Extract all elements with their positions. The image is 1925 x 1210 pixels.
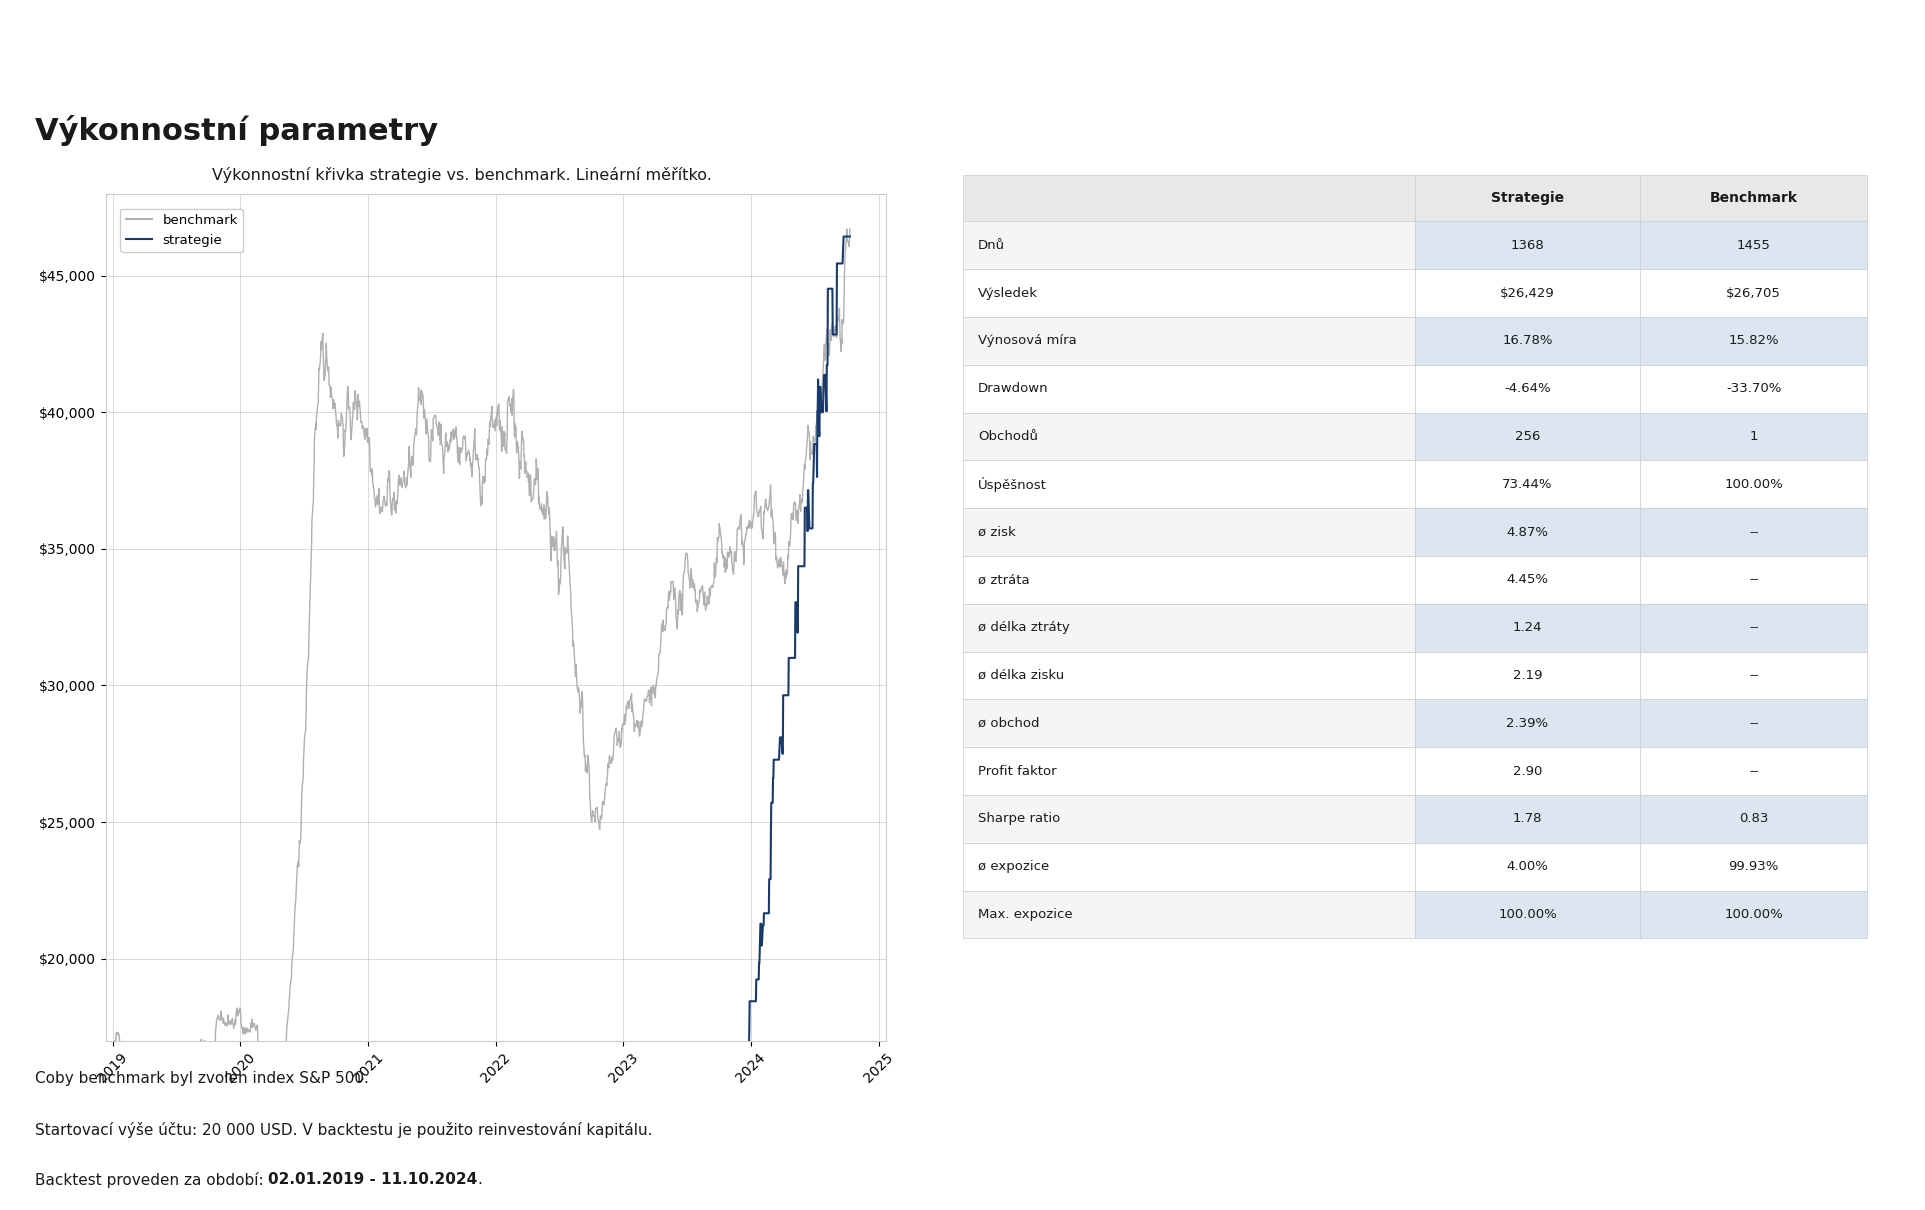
Text: 02.01.2019 - 11.10.2024: 02.01.2019 - 11.10.2024: [268, 1172, 477, 1187]
Text: ø obchod: ø obchod: [978, 716, 1040, 730]
Text: Benchmark: Benchmark: [1709, 191, 1798, 206]
Text: --: --: [1750, 574, 1758, 587]
Text: ø expozice: ø expozice: [978, 860, 1049, 874]
Text: $26,429: $26,429: [1500, 287, 1555, 300]
Text: Výsledek: Výsledek: [978, 287, 1038, 300]
Text: --: --: [1750, 765, 1758, 778]
Text: 1368: 1368: [1511, 238, 1544, 252]
Text: $26,705: $26,705: [1727, 287, 1781, 300]
Text: 4.00%: 4.00%: [1507, 860, 1548, 874]
Text: 100.00%: 100.00%: [1725, 908, 1783, 921]
Text: 99.93%: 99.93%: [1729, 860, 1779, 874]
Text: 15.82%: 15.82%: [1729, 334, 1779, 347]
Text: Startovací výše účtu: 20 000 USD. V backtestu je použito reinvestování kapitálu.: Startovací výše účtu: 20 000 USD. V back…: [35, 1122, 653, 1137]
Text: --: --: [1750, 669, 1758, 682]
Text: 2.39%: 2.39%: [1507, 716, 1548, 730]
Text: 2.19: 2.19: [1513, 669, 1542, 682]
Text: 1.24: 1.24: [1513, 621, 1542, 634]
Text: Výkonnostní křivka strategie vs. benchmark. Lineární měřítko.: Výkonnostní křivka strategie vs. benchma…: [212, 167, 712, 183]
Text: ø zisk: ø zisk: [978, 525, 1016, 538]
Text: ø délka ztráty: ø délka ztráty: [978, 621, 1070, 634]
Text: 4.45%: 4.45%: [1507, 574, 1548, 587]
Text: Profit faktor: Profit faktor: [978, 765, 1057, 778]
Text: 16.78%: 16.78%: [1502, 334, 1553, 347]
Text: 1.78: 1.78: [1513, 812, 1542, 825]
Text: Max. expozice: Max. expozice: [978, 908, 1072, 921]
Text: Coby benchmark byl zvolen index S&P 500.: Coby benchmark byl zvolen index S&P 500.: [35, 1071, 368, 1085]
Text: Drawdown: Drawdown: [978, 382, 1049, 396]
Text: -33.70%: -33.70%: [1727, 382, 1781, 396]
Text: Výnosová míra: Výnosová míra: [978, 334, 1076, 347]
Text: 1455: 1455: [1736, 238, 1771, 252]
Text: Sharpe ratio: Sharpe ratio: [978, 812, 1061, 825]
Text: Dnů: Dnů: [978, 238, 1005, 252]
Text: 256: 256: [1515, 430, 1540, 443]
Text: 4.87%: 4.87%: [1507, 525, 1548, 538]
Text: Strategie: Strategie: [1492, 191, 1563, 206]
Text: --: --: [1750, 525, 1758, 538]
Text: 100.00%: 100.00%: [1498, 908, 1557, 921]
Text: ø délka zisku: ø délka zisku: [978, 669, 1065, 682]
Text: Backtest proveden za období:: Backtest proveden za období:: [35, 1172, 268, 1188]
Text: 2.90: 2.90: [1513, 765, 1542, 778]
Text: Obchodů: Obchodů: [978, 430, 1038, 443]
Text: 73.44%: 73.44%: [1502, 478, 1553, 491]
Text: Výkonnostní parametry: Výkonnostní parametry: [35, 115, 437, 146]
Text: 100.00%: 100.00%: [1725, 478, 1783, 491]
Text: .: .: [477, 1172, 483, 1187]
Text: Úspěšnost: Úspěšnost: [978, 477, 1047, 491]
Text: 0.83: 0.83: [1738, 812, 1769, 825]
Text: ø ztráta: ø ztráta: [978, 574, 1030, 587]
Text: 1: 1: [1750, 430, 1758, 443]
Text: --: --: [1750, 716, 1758, 730]
Text: -4.64%: -4.64%: [1503, 382, 1552, 396]
Text: --: --: [1750, 621, 1758, 634]
Legend: benchmark, strategie: benchmark, strategie: [119, 208, 243, 252]
